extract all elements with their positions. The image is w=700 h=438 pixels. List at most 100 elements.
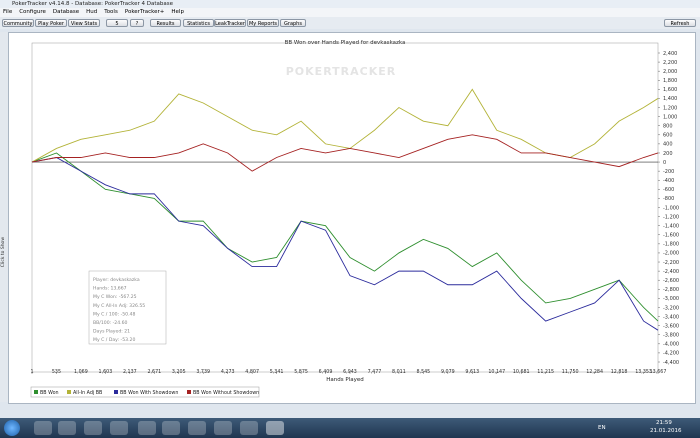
y-tick-label: 1,800 (663, 78, 677, 84)
y-tick-label: -1,400 (663, 223, 679, 229)
y-tick-label: -4,000 (663, 342, 679, 348)
legend-label: BB Won (40, 390, 59, 396)
menu-item[interactable]: Hud (86, 9, 98, 15)
stats-box-frame (88, 270, 167, 345)
taskbar: EN 21:59 21.01.2016 (0, 418, 700, 438)
taskbar-icon[interactable] (58, 421, 76, 435)
application-window: PokerTracker v4.14.8 - Database: PokerTr… (0, 0, 700, 418)
x-axis-label: Hands Played (326, 377, 363, 383)
y-tick-label: 800 (663, 124, 673, 130)
title-bar: PokerTracker v4.14.8 - Database: PokerTr… (0, 0, 700, 8)
series-line (31, 152, 659, 322)
start-button[interactable] (4, 420, 20, 436)
y-tick-label: 200 (663, 151, 673, 157)
y-tick-label: -1,000 (663, 205, 679, 211)
taskbar-icon[interactable] (34, 421, 52, 435)
stats-line: My C Won: -567.25 (93, 294, 137, 300)
side-label[interactable]: Click to Show (1, 237, 6, 268)
y-tick-label: -2,000 (663, 251, 679, 257)
y-tick-label: 2,400 (663, 51, 677, 57)
legend-label: BB Won With Showdown (120, 390, 178, 396)
side-panel[interactable]: Click to Show (0, 32, 8, 402)
menu-item[interactable]: Help (171, 9, 184, 15)
y-tick-label: -3,400 (663, 314, 679, 320)
y-tick-label: -2,600 (663, 278, 679, 284)
toolbar-button[interactable]: View Stats (68, 19, 100, 27)
series-line (31, 134, 659, 172)
stats-line: My C / 100: -50.48 (93, 311, 135, 317)
legend-swatch (114, 390, 118, 394)
y-tick-label: 600 (663, 133, 673, 139)
taskbar-icon[interactable] (84, 421, 102, 435)
stats-line: BB/100: -24.60 (93, 320, 128, 326)
stats-line: My C All-In Adj: 326.55 (93, 303, 145, 309)
refresh-button[interactable]: Refresh (664, 19, 696, 27)
stats-line: Player: devkaskazka (93, 277, 140, 283)
toolbar-button[interactable]: Community (2, 19, 34, 27)
y-tick-label: -1,600 (663, 233, 679, 239)
menu-item[interactable]: Database (52, 9, 80, 15)
y-tick-label: -3,600 (663, 323, 679, 329)
stats-box: Player: devkaskazka Hands: 13,667 My C Won… (88, 270, 167, 345)
series-line (31, 88, 659, 163)
y-tick-label: -4,200 (663, 351, 679, 357)
toolbar-button[interactable]: Graphs (280, 19, 306, 27)
taskbar-icon[interactable] (162, 421, 180, 435)
legend-swatch (34, 390, 38, 394)
toolbar-button[interactable]: Results (150, 19, 181, 27)
y-tick-label: -1,800 (663, 242, 679, 248)
taskbar-icon[interactable] (138, 421, 156, 435)
graph-panel: POKERTRACKER BB Won over Hands Played for… (8, 32, 696, 404)
y-tick-label: 0 (663, 160, 666, 166)
y-tick-label: 2,000 (663, 69, 677, 75)
y-tick-label: -600 (663, 187, 674, 193)
legend-label: BB Won Without Showdown (193, 390, 259, 396)
legend-swatch (187, 390, 191, 394)
menu-item[interactable]: Configure (19, 9, 46, 15)
toolbar-button[interactable]: Statistics (183, 19, 214, 27)
taskbar-icon[interactable] (110, 421, 128, 435)
taskbar-icon[interactable] (266, 421, 284, 435)
taskbar-icon[interactable] (214, 421, 232, 435)
watermark: POKERTRACKER (286, 65, 397, 78)
y-tick-label: 1,400 (663, 96, 677, 102)
language-indicator[interactable]: EN (598, 425, 606, 431)
y-tick-label: -3,000 (663, 296, 679, 302)
y-tick-label: -3,800 (663, 333, 679, 339)
y-tick-label: -1,200 (663, 214, 679, 220)
stats-line: My C / Day: -53.20 (93, 337, 135, 343)
toolbar: Community Play Poker View Stats 5? Results St… (0, 17, 700, 29)
menu-item[interactable]: File (3, 9, 13, 15)
toolbar-button[interactable]: LeakTracker (214, 19, 246, 27)
legend: BB Won All-In Adj BB BB Won With Showdown B… (30, 386, 260, 398)
y-tick-label: -800 (663, 196, 674, 202)
legend-swatch (67, 390, 71, 394)
y-tick-label: 1,200 (663, 105, 677, 111)
menu-item[interactable]: PokerTracker+ (124, 9, 165, 15)
y-tick-label: 1,000 (663, 114, 677, 120)
menu-item[interactable]: Tools (104, 9, 118, 15)
y-tick-label: -2,200 (663, 260, 679, 266)
y-tick-label: -200 (663, 169, 674, 175)
toolbar-button[interactable]: Play Poker (35, 19, 67, 27)
y-tick-label: 2,200 (663, 60, 677, 66)
clock-date: 21.01.2016 (650, 428, 682, 434)
y-tick-label: -2,800 (663, 287, 679, 293)
series-line (31, 157, 659, 331)
toolbar-button[interactable]: 5 (106, 19, 128, 27)
y-tick-label: 400 (663, 142, 673, 148)
toolbar-button[interactable]: ? (130, 19, 144, 27)
toolbar-button[interactable]: My Reports (247, 19, 279, 27)
stats-line: Hands: 13,667 (93, 286, 127, 292)
y-tick-label: -400 (663, 178, 674, 184)
taskbar-icon[interactable] (240, 421, 258, 435)
y-tick-label: -4,400 (663, 360, 679, 366)
stats-line: Days Played: 21 (93, 329, 130, 335)
y-tick-label: 1,600 (663, 87, 677, 93)
legend-label: All-In Adj BB (73, 390, 102, 396)
legend-box (30, 386, 260, 398)
menu-bar: File Configure Database Hud Tools PokerTracke… (0, 8, 700, 17)
y-tick-label: -2,400 (663, 269, 679, 275)
taskbar-icon[interactable] (188, 421, 206, 435)
